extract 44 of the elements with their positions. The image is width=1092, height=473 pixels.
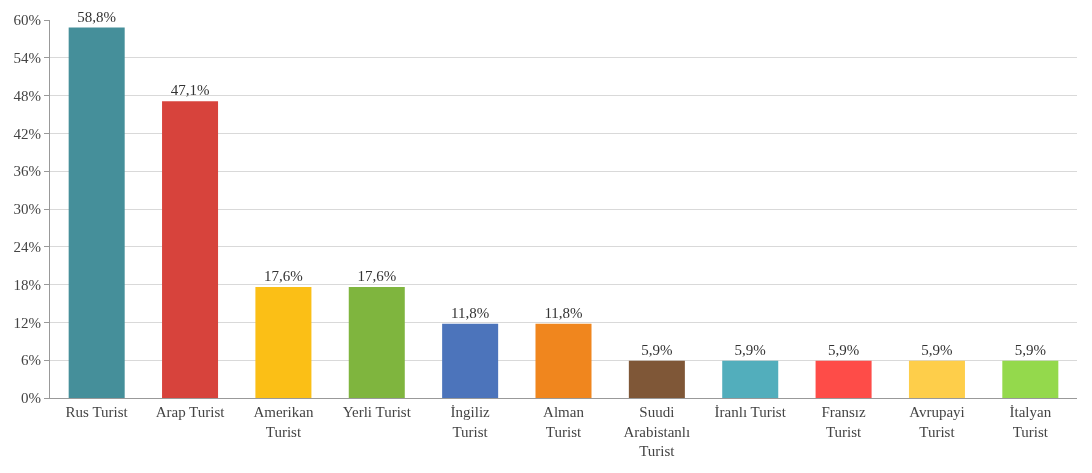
x-tick-label: İngiliz Turist [450, 404, 491, 440]
bar [908, 360, 965, 398]
bar [535, 323, 592, 398]
y-tick-label: 18% [13, 276, 41, 293]
data-label: 58,8% [77, 8, 117, 25]
bar [348, 287, 405, 398]
data-label: 11,8% [451, 304, 490, 321]
y-tick-label: 48% [13, 87, 41, 104]
bar [815, 360, 872, 398]
bar [628, 360, 685, 398]
x-tick-label: Alman Turist [543, 404, 585, 440]
y-tick-label: 60% [13, 12, 41, 29]
bar [255, 287, 312, 398]
x-tick-label: Suudi Arabistanlı Turist [623, 404, 691, 459]
data-label: 5,9% [734, 341, 766, 358]
y-tick-label: 24% [13, 239, 41, 256]
data-label: 11,8% [544, 304, 583, 321]
data-label: 5,9% [1014, 341, 1046, 358]
y-tick-label: 12% [13, 314, 41, 331]
data-label: 17,6% [264, 268, 303, 285]
y-tick-label: 6% [21, 352, 41, 369]
bar [1002, 360, 1059, 398]
y-tick-label: 0% [21, 390, 41, 407]
x-tick-label: İranlı Turist [714, 404, 787, 420]
x-tick-label: Amerikan Turist [253, 404, 314, 440]
data-label: 47,1% [170, 82, 210, 99]
bar [722, 360, 779, 398]
y-tick-label: 30% [13, 201, 41, 218]
x-tick-label: Rus Turist [65, 404, 129, 420]
x-tick-label: Arap Turist [155, 404, 226, 420]
data-label: 17,6% [357, 268, 397, 285]
y-tick-label: 36% [13, 163, 41, 180]
x-tick-label: Yerli Turist [342, 404, 412, 420]
bar [442, 323, 499, 398]
data-label: 5,9% [827, 341, 860, 358]
bar [162, 101, 219, 398]
x-tick-label: Fransız Turist [821, 404, 866, 440]
data-label: 5,9% [921, 341, 953, 358]
y-tick-label: 42% [13, 125, 41, 142]
y-tick-label: 54% [13, 50, 41, 67]
x-tick-label: İtalyan Turist [1009, 404, 1052, 440]
data-label: 5,9% [641, 341, 673, 358]
bar [68, 27, 125, 398]
x-tick-label: Avrupayi Turist [909, 404, 965, 440]
